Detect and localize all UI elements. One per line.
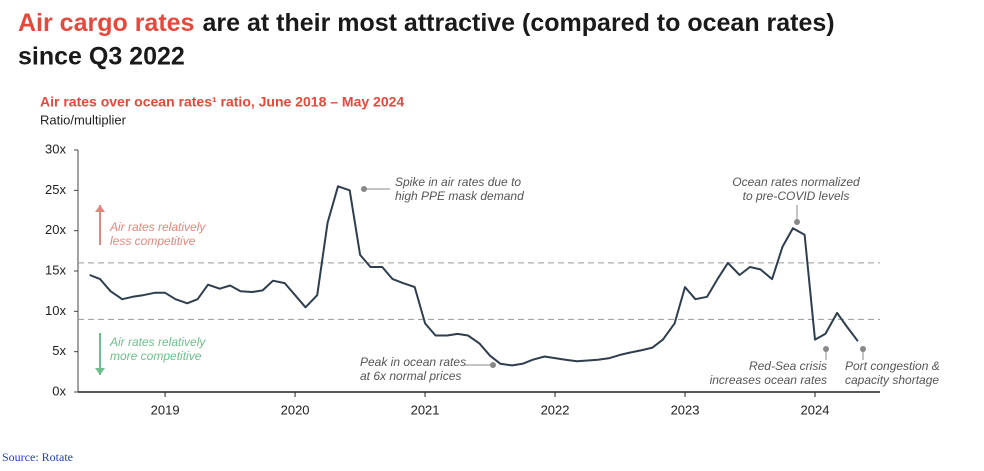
y-tick-label: 25x <box>45 182 66 197</box>
annotation-text: Red-Sea crisis <box>749 359 827 373</box>
annotation-text: increases ocean rates <box>710 373 827 387</box>
annotation-text: capacity shortage <box>845 373 939 387</box>
title-rest: are at their most attractive (compared t… <box>202 9 834 37</box>
source: Source: Rotate <box>2 450 73 464</box>
annotation-dot <box>860 346 866 352</box>
y-axis-label: Ratio/multiplier <box>40 112 127 127</box>
annotation-text: Peak in ocean rates <box>360 355 466 369</box>
annotation-text: at 6x normal prices <box>360 369 461 383</box>
data-line <box>89 185 859 367</box>
chart-title-line2: since Q3 2022 <box>18 43 185 71</box>
annotation-dot <box>794 219 800 225</box>
y-tick-label: 10x <box>45 303 66 318</box>
x-tick-label: 2019 <box>151 402 180 417</box>
annotation-text: Spike in air rates due to <box>395 175 521 189</box>
annotation-text: Ocean rates normalized <box>732 175 860 189</box>
zone-label: less competitive <box>110 234 196 248</box>
x-tick-label: 2022 <box>541 402 570 417</box>
x-tick-label: 2024 <box>801 402 830 417</box>
annotation-dot <box>823 346 829 352</box>
x-tick-label: 2021 <box>411 402 440 417</box>
annotation-dot <box>490 362 496 368</box>
chart-subtitle: Air rates over ocean rates¹ ratio, June … <box>40 94 404 110</box>
x-tick-label: 2023 <box>671 402 700 417</box>
zone-arrowhead <box>95 368 105 375</box>
y-tick-label: 30x <box>45 141 66 156</box>
annotation-text: to pre-COVID levels <box>743 189 850 203</box>
y-tick-label: 20x <box>45 222 66 237</box>
y-tick-label: 5x <box>52 343 66 358</box>
zone-label: more competitive <box>110 349 202 363</box>
title-highlight: Air cargo rates <box>18 9 194 37</box>
x-tick-label: 2020 <box>281 402 310 417</box>
chart-title: Air cargo rates are at their most attract… <box>18 9 835 37</box>
annotation-text: Port congestion & <box>845 359 940 373</box>
annotation-text: high PPE mask demand <box>395 189 524 203</box>
zone-arrowhead <box>95 205 105 212</box>
zone-label: Air rates relatively <box>109 335 206 349</box>
zone-label: Air rates relatively <box>109 220 206 234</box>
y-tick-label: 15x <box>45 262 66 277</box>
annotation-dot <box>361 186 367 192</box>
y-tick-label: 0x <box>52 383 66 398</box>
